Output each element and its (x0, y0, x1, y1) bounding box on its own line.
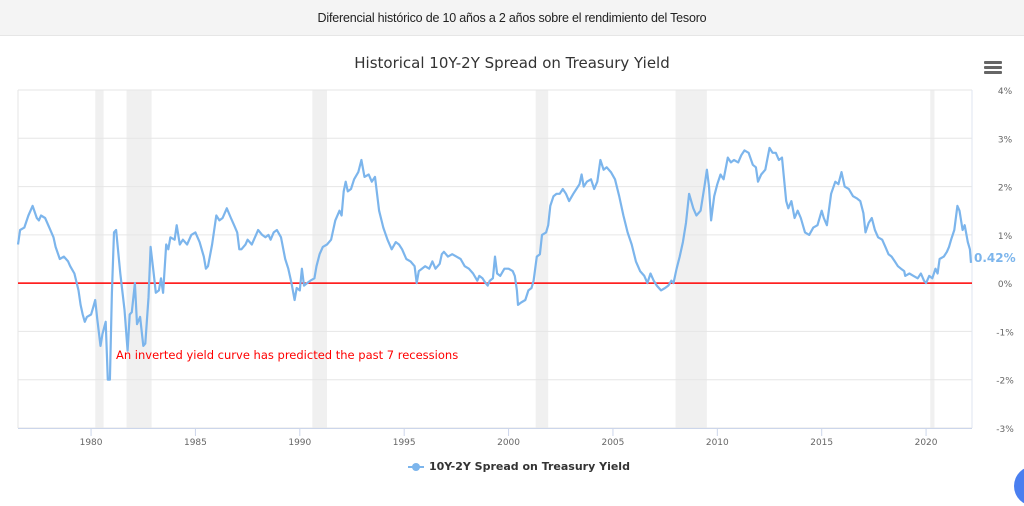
x-tick-label: 2010 (706, 438, 729, 448)
y-tick-label: 4% (998, 87, 1013, 97)
chart-svg: 1980 1985 1990 1995 2000 2005 2010 2015 2020 4% 3… (16, 87, 1016, 448)
recession-band (312, 90, 327, 428)
x-tick-label: 2015 (810, 438, 833, 448)
x-tick-label: 1985 (184, 438, 207, 448)
x-tick-label: 1980 (80, 438, 103, 448)
y-tick-label: 1% (998, 232, 1013, 242)
y-tick-label: 0% (998, 280, 1013, 290)
recession-band (126, 90, 152, 428)
y-tick-label: -1% (996, 328, 1014, 338)
y-tick-label: -3% (996, 425, 1014, 435)
page-header: Diferencial histórico de 10 años a 2 año… (0, 0, 1024, 36)
recession-band (535, 90, 549, 428)
x-tick-label: 2020 (915, 438, 938, 448)
legend-item[interactable]: 10Y-2Y Spread on Treasury Yield (408, 460, 630, 473)
legend-symbol-icon (408, 462, 424, 471)
legend-label: 10Y-2Y Spread on Treasury Yield (429, 460, 630, 473)
recession-band (930, 90, 935, 428)
y-tick-label: 2% (998, 184, 1013, 194)
recession-bands (95, 90, 935, 428)
recession-band (95, 90, 104, 428)
recession-band (675, 90, 707, 428)
y-tick-label: 3% (998, 135, 1013, 145)
last-value-label: 0.42% (974, 251, 1016, 265)
annotation-text: An inverted yield curve has predicted th… (116, 348, 458, 362)
hamburger-menu-icon[interactable] (984, 61, 1002, 75)
x-tick-label: 1995 (393, 438, 416, 448)
x-tick-label: 1990 (288, 438, 311, 448)
y-axis: 4% 3% 2% 1% 0% -1% -2% -3% (996, 87, 1014, 435)
x-axis: 1980 1985 1990 1995 2000 2005 2010 2015 2020 (18, 428, 972, 448)
x-tick-label: 2000 (497, 438, 520, 448)
page-header-title: Diferencial histórico de 10 años a 2 año… (317, 10, 707, 25)
series-line-10y-2y-spread[interactable] (16, 146, 973, 381)
chart-title: Historical 10Y-2Y Spread on Treasury Yie… (354, 54, 670, 72)
y-tick-label: -2% (996, 377, 1014, 387)
x-tick-label: 2005 (601, 438, 624, 448)
